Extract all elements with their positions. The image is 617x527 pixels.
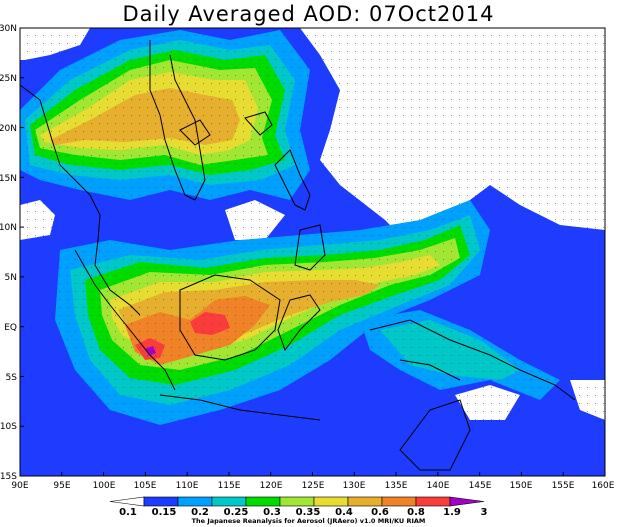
colorbar-label: 0.8 [407,507,425,518]
colorbar-label: 0.1 [119,507,137,518]
lat-label: 20N [0,124,17,134]
lat-label: 10N [0,223,17,233]
colorbar-label: 0.4 [335,507,353,518]
colorbar-swatch [279,496,315,507]
colorbar-swatch [177,496,213,507]
lat-label: 5S [6,373,18,383]
colorbar-label: 0.6 [371,507,389,518]
aod-field [20,28,605,476]
colorbar-label: 0.15 [152,507,177,518]
colorbar-label: 3 [481,507,488,518]
lat-label: 10S [0,422,17,432]
lon-label: 125E [302,481,325,491]
lon-label: 145E [469,481,492,491]
colorbar-swatch [143,496,179,507]
lon-label: 140E [427,481,450,491]
lon-label: 110E [176,481,199,491]
colorbar-swatch [313,496,349,507]
lon-label: 130E [343,481,366,491]
lat-label: EQ [4,323,17,333]
lat-label: 15S [0,472,17,482]
lat-label: 5N [5,273,17,283]
lon-label: 115E [218,481,241,491]
lon-tick-marks [19,472,606,476]
colorbar-label: 1.9 [443,507,461,518]
colorbar-swatch [449,496,485,507]
lon-label: 95E [53,481,70,491]
lon-label: 135E [385,481,408,491]
coastlines [20,40,576,471]
lat-label: 30N [0,24,17,34]
colorbar-label: 0.3 [263,507,281,518]
page-title: Daily Averaged AOD: 07Oct2014 [122,2,495,26]
lon-label: 150E [510,481,533,491]
lon-label: 120E [260,481,283,491]
colorbar-swatch [347,496,383,507]
colorbar-swatch [415,496,451,507]
colorbar-label: 0.35 [296,507,321,518]
lon-label: 100E [93,481,116,491]
lon-label: 155E [552,481,575,491]
colorbar-label: 0.2 [191,507,209,518]
colorbar-swatch [109,496,145,507]
colorbar [109,496,485,507]
lat-label: 15N [0,174,17,184]
colorbar-swatch [211,496,247,507]
colorbar-swatch [381,496,417,507]
colorbar-label: 0.25 [224,507,249,518]
lat-tick-marks [20,27,24,477]
credit-line: The Japanese Reanalysis for Aerosol (JRA… [191,517,426,525]
lat-label: 25N [0,74,17,84]
lon-label: 105E [134,481,157,491]
lon-label: 160E [592,481,615,491]
lon-label: 90E [11,481,28,491]
colorbar-swatch [245,496,281,507]
